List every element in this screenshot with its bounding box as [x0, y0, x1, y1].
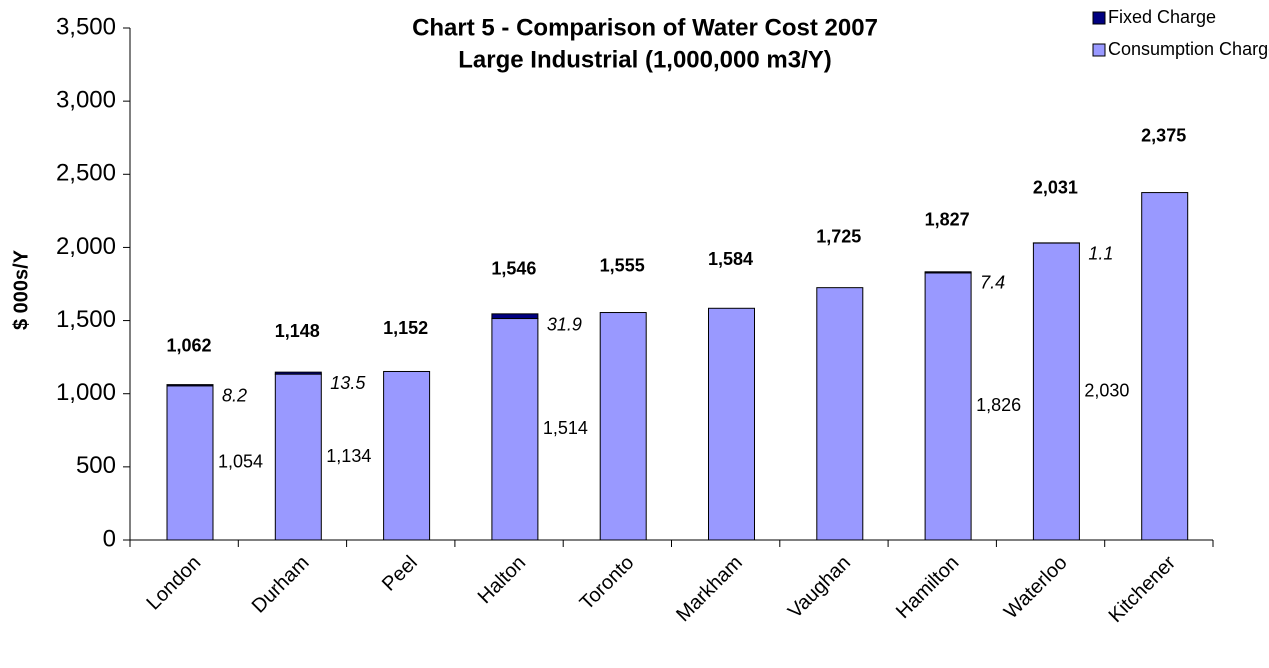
x-tick-label: Hamilton — [892, 552, 963, 623]
bar-segment — [275, 374, 321, 540]
value-label: 8.2 — [222, 385, 247, 405]
total-label: 2,375 — [1141, 125, 1186, 145]
x-tick-label: London — [143, 552, 206, 615]
legend-label: Consumption Charge — [1108, 39, 1269, 59]
value-label: 1.1 — [1088, 244, 1113, 264]
y-tick-label: 3,500 — [56, 13, 116, 40]
value-label: 2,030 — [1084, 380, 1129, 400]
bar-segment — [1142, 193, 1188, 540]
x-tick-label: Peel — [378, 552, 422, 596]
y-tick-label: 3,000 — [56, 86, 116, 113]
total-label: 1,152 — [383, 318, 428, 338]
y-tick-label: 0 — [103, 525, 116, 552]
bar-segment — [492, 314, 538, 319]
legend-swatch — [1093, 12, 1105, 24]
x-tick-label: Halton — [474, 552, 530, 608]
bar-segment — [384, 371, 430, 540]
bar-segment — [600, 313, 646, 540]
value-label: 1,826 — [976, 395, 1021, 415]
total-label: 1,555 — [600, 255, 645, 275]
x-tick-label: Durham — [248, 552, 314, 618]
total-label: 1,062 — [166, 335, 211, 355]
y-axis-label: $ 000s/Y — [10, 249, 32, 330]
total-label: 1,584 — [708, 249, 753, 269]
bar-segment — [709, 308, 755, 540]
bar-segment — [167, 386, 213, 540]
total-label: 1,725 — [816, 226, 861, 246]
chart-title: Chart 5 - Comparison of Water Cost 2007 — [412, 14, 878, 41]
total-label: 1,827 — [925, 209, 970, 229]
y-tick-label: 2,000 — [56, 233, 116, 260]
chart-subtitle: Large Industrial (1,000,000 m3/Y) — [458, 46, 832, 73]
x-tick-label: Vaughan — [784, 552, 855, 623]
value-label: 7.4 — [980, 273, 1005, 293]
y-tick-label: 1,000 — [56, 379, 116, 406]
bar-segment — [275, 372, 321, 374]
total-label: 2,031 — [1033, 178, 1078, 198]
x-tick-label: Markham — [672, 552, 747, 627]
bar-segment — [817, 288, 863, 540]
value-label: 1,514 — [543, 418, 588, 438]
legend-swatch — [1093, 44, 1105, 56]
x-tick-label: Kitchener — [1105, 551, 1181, 627]
bar-segment — [925, 272, 971, 273]
value-label: 1,134 — [326, 446, 371, 466]
y-tick-label: 2,500 — [56, 160, 116, 187]
bar-segment — [167, 385, 213, 386]
x-tick-label: Waterloo — [1000, 552, 1072, 624]
total-label: 1,546 — [491, 259, 536, 279]
y-tick-label: 1,500 — [56, 306, 116, 333]
bar-segment — [492, 319, 538, 540]
total-label: 1,148 — [275, 321, 320, 341]
value-label: 13.5 — [330, 373, 366, 393]
value-label: 1,054 — [218, 452, 263, 472]
bar-segment — [925, 273, 971, 540]
bar-segment — [1033, 243, 1079, 540]
x-tick-label: Toronto — [576, 552, 639, 615]
value-label: 31.9 — [547, 315, 582, 335]
y-tick-label: 500 — [76, 452, 116, 479]
legend-label: Fixed Charge — [1108, 7, 1216, 27]
